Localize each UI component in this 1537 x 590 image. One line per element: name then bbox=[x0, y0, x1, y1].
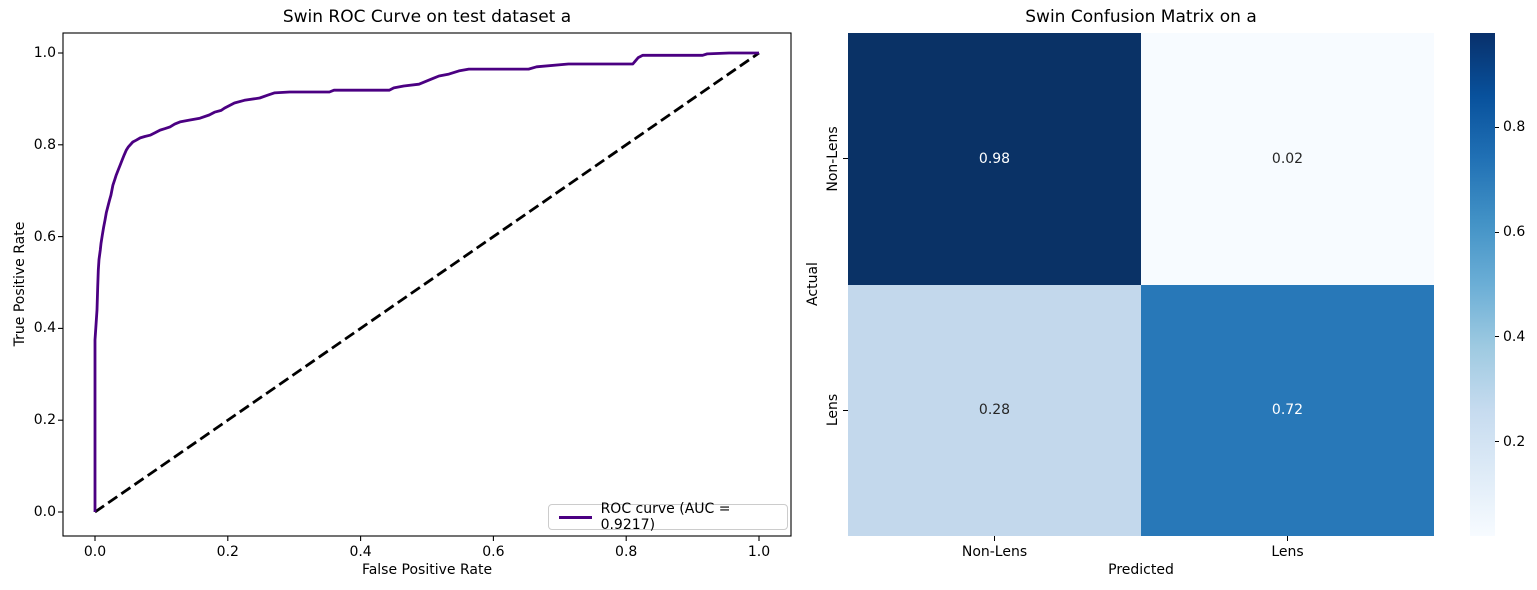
cm-x-tick-label: Non-Lens bbox=[961, 544, 1028, 560]
roc-title: Swin ROC Curve on test dataset a bbox=[282, 7, 572, 27]
roc-x-tick-label: 1.0 bbox=[747, 544, 771, 560]
cm-colorbar-tick-mark bbox=[1495, 231, 1499, 233]
roc-curve-line bbox=[93, 51, 759, 512]
roc-x-tick-label: 0.6 bbox=[482, 544, 505, 560]
cm-y-tick-label: Lens bbox=[825, 394, 841, 427]
roc-canvas bbox=[58, 32, 792, 541]
cm-x-axis-label: Predicted bbox=[1108, 562, 1174, 578]
cm-colorbar-tick-label: 0.6 bbox=[1503, 224, 1526, 241]
cm-colorbar-tick-label: 0.8 bbox=[1503, 119, 1526, 136]
roc-y-tick-label: 0.0 bbox=[33, 504, 56, 520]
cm-cell-non-lens-lens: 0.02 bbox=[1141, 33, 1434, 285]
cm-colorbar-tick-mark bbox=[1495, 441, 1499, 443]
roc-x-tick-label: 0.8 bbox=[615, 544, 638, 560]
cm-colorbar-gradient bbox=[1470, 33, 1495, 536]
cm-x-tick-mark bbox=[1287, 536, 1288, 541]
cm-colorbar-tick-mark bbox=[1495, 336, 1499, 338]
cm-colorbar-tick-label: 0.4 bbox=[1503, 328, 1526, 345]
roc-x-tick-label: 0.4 bbox=[349, 544, 372, 560]
roc-x-tick-label: 0.2 bbox=[216, 544, 239, 560]
chance-diagonal-line bbox=[94, 51, 760, 514]
roc-y-tick-label: 1.0 bbox=[33, 45, 56, 61]
cm-y-tick-mark bbox=[843, 409, 848, 411]
cm-y-tick-label: Non-Lens bbox=[825, 126, 841, 192]
cm-cell-lens-lens: 0.72 bbox=[1141, 284, 1434, 536]
cm-cell-lens-non-lens: 0.28 bbox=[848, 284, 1141, 536]
roc-legend-label: ROC curve (AUC = 0.9217) bbox=[600, 501, 731, 533]
roc-x-axis-label: False Positive Rate bbox=[361, 562, 493, 578]
roc-legend-line-sample bbox=[559, 515, 592, 519]
roc-x-tick-label: 0.0 bbox=[83, 544, 107, 560]
cm-title: Swin Confusion Matrix on a bbox=[1025, 7, 1257, 27]
cm-colorbar-tick-label: 0.2 bbox=[1503, 433, 1526, 450]
cm-colorbar-tick-mark bbox=[1495, 126, 1499, 128]
roc-axes-box bbox=[62, 32, 792, 537]
roc-y-tick-label: 0.2 bbox=[33, 412, 56, 429]
cm-x-tick-mark bbox=[994, 536, 995, 541]
cm-y-axis-label: Actual bbox=[805, 262, 821, 306]
roc-y-tick-label: 0.6 bbox=[33, 228, 56, 245]
roc-y-tick-label: 0.8 bbox=[33, 136, 56, 153]
cm-y-tick-mark bbox=[843, 158, 848, 160]
roc-legend: ROC curve (AUC = 0.9217) bbox=[548, 501, 788, 533]
cm-x-tick-label: Lens bbox=[1271, 544, 1304, 560]
roc-y-tick-label: 0.4 bbox=[33, 320, 56, 337]
cm-cell-non-lens-non-lens: 0.98 bbox=[848, 33, 1141, 285]
